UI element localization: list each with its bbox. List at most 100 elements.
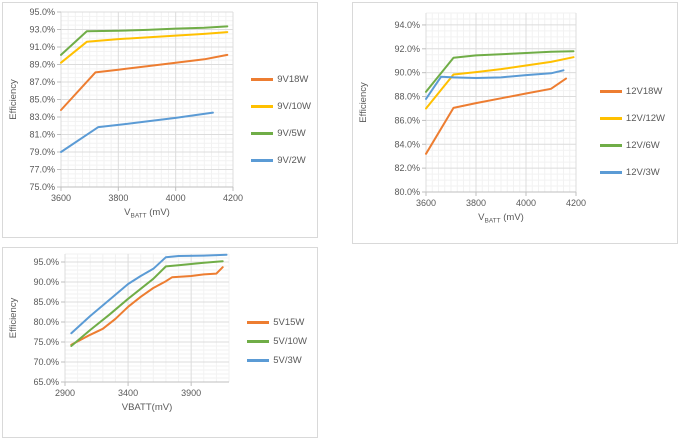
x-tick-labels: 2900 3400 3900 — [55, 388, 201, 398]
y-tick-labels: 65.0% 70.0% 75.0% 80.0% 85.0% 90.0% 95.0% — [33, 257, 59, 387]
svg-text:77.0%: 77.0% — [29, 165, 55, 175]
svg-text:3600: 3600 — [51, 193, 71, 203]
legend-label: 12V/12W — [625, 112, 665, 124]
svg-text:75.0%: 75.0% — [33, 337, 59, 347]
x-tick-labels: 3600 3800 4000 4200 — [51, 193, 243, 203]
y-tick-labels: 80.0% 82.0% 84.0% 86.0% 88.0% 90.0% 92.0% 94.0% — [394, 20, 420, 197]
legend-swatch — [599, 89, 622, 93]
svg-text:89.0%: 89.0% — [29, 60, 55, 70]
y-axis-title: Efficiency — [358, 82, 369, 123]
legend-label: 9V/2W — [277, 154, 306, 166]
x-axis-title: VBATT(mV) — [122, 402, 173, 413]
legend-label: 5V/3W — [273, 354, 302, 366]
svg-text:87.0%: 87.0% — [29, 77, 55, 87]
axes — [57, 11, 234, 191]
series-line-9V/5W — [60, 25, 229, 56]
major-gridlines — [64, 254, 229, 383]
legend-item: 9V18W — [251, 73, 311, 85]
legend-item: 5V/3W — [247, 354, 307, 366]
legend-swatch — [251, 104, 274, 108]
svg-text:91.0%: 91.0% — [29, 42, 55, 52]
legend-item: 12V/6W — [599, 139, 665, 151]
legend-label: 9V18W — [277, 73, 309, 85]
svg-text:90.0%: 90.0% — [394, 68, 420, 78]
series-line-12V/3W — [425, 69, 565, 100]
svg-text:4200: 4200 — [566, 198, 586, 208]
svg-text:85.0%: 85.0% — [29, 95, 55, 105]
series-line-9V/10W — [60, 31, 229, 64]
x-axis-title: VBATT (mV) — [478, 212, 524, 225]
axes — [61, 261, 229, 386]
legend-item: 12V/3W — [599, 166, 665, 178]
svg-text:88.0%: 88.0% — [394, 92, 420, 102]
legend-label: 9V/5W — [277, 127, 306, 139]
svg-text:3800: 3800 — [466, 198, 486, 208]
legend-12v: 12V18W 12V/12W 12V/6W 12V/3W — [599, 85, 665, 178]
x-axis-title: VBATT (mV) — [124, 207, 170, 220]
legend-item: 9V/2W — [251, 154, 311, 166]
svg-text:4200: 4200 — [223, 193, 243, 203]
svg-text:82.0%: 82.0% — [394, 163, 420, 173]
svg-text:90.0%: 90.0% — [33, 277, 59, 287]
legend-label: 12V/6W — [625, 139, 660, 151]
svg-text:4000: 4000 — [516, 198, 536, 208]
svg-text:79.0%: 79.0% — [29, 147, 55, 157]
legend-item: 12V18W — [599, 85, 665, 97]
series-line-9V/2W — [60, 111, 214, 153]
x-tick-labels: 3600 3800 4000 4200 — [416, 198, 586, 208]
svg-text:80.0%: 80.0% — [394, 187, 420, 197]
legend-label: 9V/10W — [277, 100, 311, 112]
svg-text:70.0%: 70.0% — [33, 357, 59, 367]
legend-item: 12V/12W — [599, 112, 665, 124]
svg-text:94.0%: 94.0% — [394, 20, 420, 30]
legend-5v: 5V15W 5V/10W 5V/3W — [247, 316, 307, 366]
svg-text:83.0%: 83.0% — [29, 112, 55, 122]
legend-swatch — [599, 143, 622, 147]
svg-text:84.0%: 84.0% — [394, 139, 420, 149]
major-gridlines — [60, 11, 234, 188]
svg-text:2900: 2900 — [55, 388, 75, 398]
svg-text:80.0%: 80.0% — [33, 317, 59, 327]
minor-gridlines — [426, 12, 576, 192]
legend-item: 9V/5W — [251, 127, 311, 139]
legend-swatch — [247, 339, 270, 343]
svg-text:85.0%: 85.0% — [33, 297, 59, 307]
series-line-5V/3W — [70, 253, 228, 335]
legend-swatch — [251, 77, 274, 81]
minor-gridlines — [65, 253, 230, 382]
series-line-5V/10W — [70, 260, 224, 347]
legend-swatch — [599, 116, 622, 120]
legend-label: 12V/3W — [625, 166, 660, 178]
svg-text:3800: 3800 — [108, 193, 128, 203]
chart-panel-9v: 3600 3800 4000 4200 75.0% 77.0% 79.0% 81.0% 83.0… — [2, 2, 318, 238]
svg-text:4000: 4000 — [166, 193, 186, 203]
legend-swatch — [251, 158, 274, 162]
legend-label: 5V15W — [273, 316, 305, 328]
series-line-9V18W — [60, 53, 229, 111]
series-line-5V15W — [70, 266, 224, 346]
legend-item: 5V/10W — [247, 335, 307, 347]
legend-label: 12V18W — [625, 85, 663, 97]
legend-swatch — [247, 358, 270, 362]
chart-panel-5v: 2900 3400 3900 65.0% 70.0% 75.0% 80.0% 85.0% 90.… — [2, 247, 318, 438]
series-line-12V/12W — [425, 56, 575, 110]
legend-swatch — [251, 131, 274, 135]
legend-item: 5V15W — [247, 316, 307, 328]
axes — [422, 24, 577, 196]
chart-canvas-9v: 3600 3800 4000 4200 75.0% 77.0% 79.0% 81.0% 83.0… — [8, 7, 243, 220]
series-line-12V18W — [425, 77, 567, 155]
y-axis-title: Efficiency — [8, 298, 19, 339]
svg-text:95.0%: 95.0% — [33, 257, 59, 267]
svg-text:86.0%: 86.0% — [394, 115, 420, 125]
legend-item: 9V/10W — [251, 100, 311, 112]
legend-9v: 9V18W 9V/10W 9V/5W 9V/2W — [251, 73, 311, 166]
svg-text:75.0%: 75.0% — [29, 182, 55, 192]
series-line-12V/6W — [425, 50, 575, 93]
y-tick-labels: 75.0% 77.0% 79.0% 81.0% 83.0% 85.0% 87.0% 89.0%… — [29, 7, 55, 192]
svg-text:65.0%: 65.0% — [33, 377, 59, 387]
svg-text:3400: 3400 — [118, 388, 138, 398]
legend-swatch — [247, 320, 270, 324]
svg-text:95.0%: 95.0% — [29, 7, 55, 17]
svg-text:3600: 3600 — [416, 198, 436, 208]
svg-text:3900: 3900 — [181, 388, 201, 398]
